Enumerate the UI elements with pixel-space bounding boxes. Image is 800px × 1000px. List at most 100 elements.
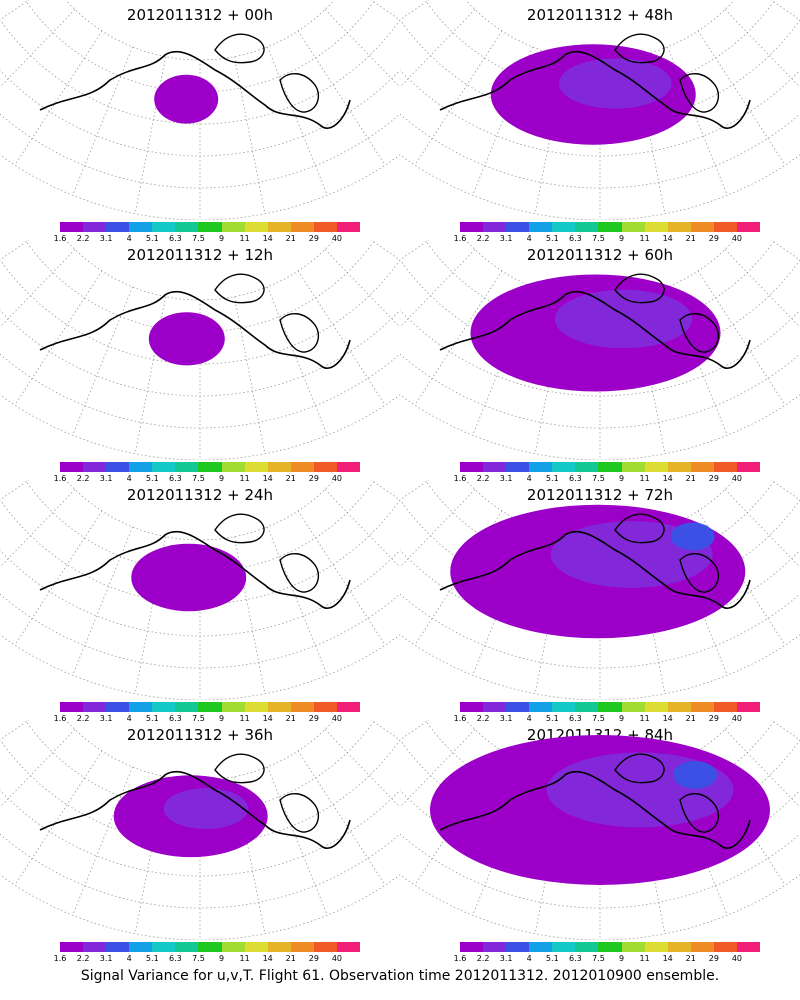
colorbar-label: 7.5 [192, 234, 205, 243]
colorbar-label: 21 [685, 954, 696, 963]
coastline [279, 313, 320, 353]
colorbar-label: 1.6 [453, 474, 467, 483]
colorbar-label: 4 [526, 714, 532, 723]
graticule-meridian [297, 270, 386, 406]
colorbar-label: 3.1 [99, 474, 113, 483]
graticule-meridian [370, 480, 400, 501]
map-panel: 2012011312 + 00h 1.6 2.2 3.1 4 5.1 6.3 7.5 9 11 14… [0, 0, 400, 243]
panel-title: 2012011312 + 00h [126, 6, 274, 24]
colorbar-swatch [221, 702, 245, 712]
polar-map [0, 480, 400, 700]
colorbar-swatch [598, 462, 622, 472]
colorbar-swatch [221, 222, 245, 232]
graticule-parallel [0, 593, 400, 669]
graticule-meridian [0, 249, 76, 328]
graticule-meridian [324, 729, 400, 808]
graticule-meridian [14, 30, 103, 166]
coastline [214, 753, 265, 784]
colorbar-swatch [60, 462, 84, 472]
colorbar-swatch [336, 942, 361, 952]
colorbar-label: 2.2 [76, 714, 90, 723]
colorbar-label: 29 [708, 954, 719, 963]
colorbar-label: 6.3 [169, 714, 182, 723]
colorbar-label: 5.1 [545, 954, 559, 963]
graticule-parallel [65, 240, 335, 301]
colorbar-swatch [552, 702, 576, 712]
colorbar-label: 2.2 [76, 234, 90, 243]
colorbar-swatch [598, 222, 622, 232]
colorbar-label: 6.3 [169, 474, 182, 483]
colorbar-swatch [644, 702, 668, 712]
graticule-meridian [233, 536, 266, 694]
colorbar-label: 4 [526, 954, 532, 963]
colorbar-swatch [152, 222, 176, 232]
colorbar [60, 222, 361, 232]
colorbar-swatch [483, 222, 507, 232]
colorbar-swatch [83, 702, 107, 712]
graticule-meridian [400, 480, 430, 501]
colorbar-label: 9 [618, 474, 625, 483]
colorbar [60, 942, 361, 952]
colorbar-label: 29 [708, 714, 719, 723]
polar-map [0, 240, 400, 460]
graticule-meridian [697, 30, 786, 166]
colorbar-label: 7.5 [592, 234, 605, 243]
coastline [279, 793, 320, 833]
colorbar-swatch [575, 462, 599, 472]
colorbar-labels: 1.6 2.2 3.1 4 5.1 6.3 7.5 9 11 14 21 29 40 [54, 714, 360, 724]
coastline [439, 50, 751, 129]
colorbar-swatch [575, 222, 599, 232]
coastline [439, 770, 751, 849]
colorbar-swatch [175, 462, 199, 472]
colorbar-label: 14 [262, 954, 273, 963]
colorbar-swatch [106, 702, 130, 712]
colorbar-swatch [290, 942, 314, 952]
graticule-parallel [0, 789, 400, 877]
colorbar-label: 11 [239, 234, 250, 243]
colorbar-label: 5.1 [545, 234, 559, 243]
colorbar-label: 2.2 [76, 474, 90, 483]
colorbar-swatch [667, 702, 691, 712]
colorbar-label: 2.2 [476, 474, 490, 483]
colorbar-label: 14 [662, 954, 673, 963]
colorbar-swatch [552, 462, 576, 472]
coastline [439, 290, 751, 369]
colorbar [460, 222, 761, 232]
colorbar-swatch [290, 462, 314, 472]
graticule-meridian [324, 249, 400, 328]
colorbar-label: 3.1 [499, 954, 513, 963]
graticule-meridian [0, 9, 76, 88]
colorbar-label: 7.5 [592, 954, 605, 963]
coastline [439, 530, 751, 609]
colorbar-label: 14 [262, 234, 273, 243]
graticule-meridian [770, 480, 800, 501]
colorbar-label: 21 [285, 714, 296, 723]
colorbar-swatch [667, 942, 691, 952]
colorbar-swatch [244, 942, 268, 952]
colorbar-swatch [460, 222, 484, 232]
graticule-meridian [667, 526, 728, 676]
colorbar-swatch [460, 462, 484, 472]
colorbar-swatch [506, 942, 530, 952]
colorbar-swatch [175, 942, 199, 952]
colorbar-label: 29 [708, 234, 719, 243]
colorbar [460, 702, 761, 712]
colorbar-label: 4 [526, 234, 532, 243]
colorbar-label: 6.3 [569, 954, 582, 963]
colorbar-label: 1.6 [53, 234, 67, 243]
graticule-meridian [267, 766, 328, 916]
colorbar-swatch [713, 702, 737, 712]
colorbar-label: 1.6 [53, 714, 67, 723]
graticule-meridian [267, 46, 328, 196]
coastline [279, 553, 320, 593]
colorbar-swatch [175, 222, 199, 232]
colorbar-label: 21 [285, 474, 296, 483]
graticule-parallel [400, 833, 800, 909]
colorbar-label: 40 [331, 714, 343, 723]
graticule-meridian [472, 46, 533, 196]
colorbar-swatch [244, 222, 268, 232]
colorbar-swatch [529, 702, 553, 712]
panel-title: 2012011312 + 24h [126, 486, 274, 504]
colorbar-label: 9 [618, 234, 625, 243]
coastline [279, 73, 320, 113]
